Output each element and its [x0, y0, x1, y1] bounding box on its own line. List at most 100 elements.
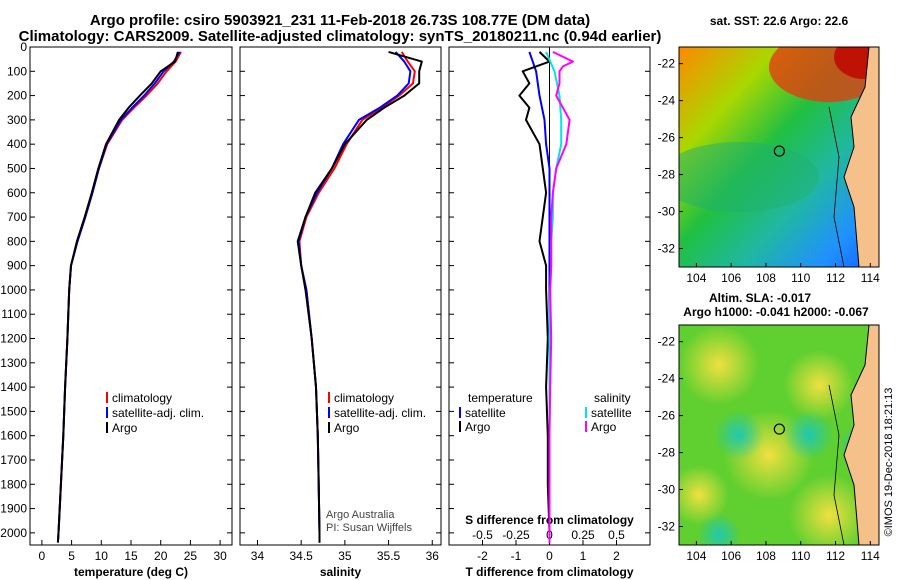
x-axis-label: temperature (deg C) [74, 565, 188, 579]
profile-panel-2: 34 34.5 35 35.5 36 salinity climatologysatelli… [239, 46, 442, 579]
y-tick-label: 0 [20, 40, 27, 54]
map-y-tick-label: -30 [658, 205, 676, 219]
series-line-3 [56, 51, 179, 543]
map-y-tick-label: -26 [658, 409, 676, 423]
y-tick-label: 1800 [0, 477, 27, 491]
y-tick-label: 700 [7, 210, 27, 224]
x-tick-label: 20 [154, 549, 168, 563]
y-tick-label: 100 [7, 64, 27, 78]
x2-tick-label: -0.25 [502, 528, 530, 542]
mid-patch [679, 142, 819, 212]
x-tick-label: 35.5 [377, 549, 401, 563]
sla-high-blob [789, 475, 869, 545]
series-line-1 [298, 51, 416, 543]
x-axis-label: T difference from climatology [465, 565, 633, 579]
legend-entry-label: Argo [112, 421, 138, 435]
x2-tick-label: -0.5 [472, 528, 493, 542]
map-subtitle: Argo h1000: -0.041 h2000: -0.067 [683, 305, 869, 319]
y-tick-label: 900 [7, 259, 27, 273]
series-line-2 [518, 51, 551, 543]
map-y-tick-label: -22 [658, 57, 676, 71]
x-tick-label: 34 [251, 549, 265, 563]
map-y-tick-label: -30 [658, 483, 676, 497]
sla-low-blob [714, 410, 764, 460]
panel-frame [239, 46, 442, 546]
argo-position-marker [773, 145, 785, 157]
legend-entry-label: Argo [334, 421, 360, 435]
map-x-tick-label: 112 [826, 271, 845, 285]
x2-tick-label: 0.5 [608, 528, 625, 542]
map-title: Altim. SLA: -0.017 [709, 291, 811, 305]
legend-entry-label: climatology [112, 391, 172, 405]
y-tick-label: 1100 [1, 307, 27, 321]
legend-entry-label: satellite-adj. clim. [334, 406, 426, 420]
x-tick-label: 5 [68, 549, 75, 563]
map-field [679, 47, 879, 267]
map-x-tick-label: 112 [826, 549, 845, 563]
legend-entry-label: satellite [591, 406, 632, 420]
map-x-tick-label: 110 [791, 549, 810, 563]
x-tick-label: 10 [95, 549, 109, 563]
sla-high-blob [679, 325, 759, 405]
x-tick-label: -1 [511, 549, 522, 563]
y-tick-label: 1300 [0, 356, 27, 370]
y-tick-label: 600 [7, 186, 27, 200]
x-tick-label: 30 [213, 549, 227, 563]
sla-low-blob [784, 410, 834, 460]
credit-text: ©IMOS 19-Dec-2018 18:21:13 [883, 388, 895, 537]
map-frame [678, 324, 880, 546]
map-x-tick-label: 104 [686, 271, 706, 285]
y-tick-label: 300 [7, 113, 27, 127]
legend-heading: temperature [468, 391, 533, 405]
map-y-tick-label: -24 [658, 372, 676, 386]
x-tick-label: 15 [124, 549, 138, 563]
map-x-tick-label: 104 [686, 549, 706, 563]
map-x-tick-label: 110 [791, 271, 810, 285]
map-frame [678, 46, 880, 268]
y-tick-label: 1900 [0, 502, 27, 516]
argo-position-marker [773, 423, 785, 435]
map-x-tick-label: 114 [861, 271, 880, 285]
map-field [679, 325, 879, 545]
x-tick-label: -2 [477, 549, 488, 563]
y-tick-label: 1000 [0, 283, 27, 297]
map-y-tick-label: -32 [658, 242, 676, 256]
y-tick-label: 1400 [0, 380, 27, 394]
legend-entry-label: climatology [334, 391, 394, 405]
series-line-2 [297, 51, 412, 543]
x-tick-label: 2 [613, 549, 620, 563]
x-tick-label: 0 [546, 549, 553, 563]
y-tick-label: 1200 [0, 332, 27, 346]
map-x-tick-label: 106 [721, 549, 741, 563]
y-tick-label: 1600 [0, 429, 27, 443]
map-y-tick-label: -28 [658, 168, 676, 182]
warm-patch [834, 47, 879, 79]
map-x-tick-label: 106 [721, 271, 741, 285]
chart-title-line1: Argo profile: csiro 5903921_231 11-Feb-2… [89, 12, 591, 29]
sla-high-blob [679, 465, 729, 525]
x-axis-label: salinity [320, 565, 362, 579]
series-line-3 [296, 50, 423, 543]
x-tick-label: 0 [39, 549, 46, 563]
y-tick-label: 800 [7, 234, 27, 248]
legend-heading: salinity [594, 391, 631, 405]
y-tick-label: 500 [7, 161, 27, 175]
map-y-tick-label: -28 [658, 446, 676, 460]
y-tick-label: 1700 [0, 453, 27, 467]
shelf-contour [828, 106, 845, 267]
map-panel-1: 104 106 108 110 112 114 -22 -24 -26 -28 -30 -32 sat.… [658, 14, 881, 285]
legend-entry-label: satellite-adj. clim. [112, 406, 204, 420]
map-x-tick-label: 114 [861, 549, 880, 563]
sla-high-blob [784, 350, 854, 420]
legend-entry-label: satellite [465, 406, 506, 420]
x-tick-label: 34.5 [289, 549, 313, 563]
y-tick-label: 1500 [0, 404, 27, 418]
map-y-tick-label: -26 [658, 131, 676, 145]
map-panel-2: 104 106 108 110 112 114 -22 -24 -26 -28 -30 -32 Alti… [658, 291, 881, 563]
shelf-contour [828, 384, 845, 545]
y-tick-label: 400 [7, 137, 27, 151]
annotation-line: PI: Susan Wijffels [326, 522, 412, 534]
sla-low-blob [697, 513, 741, 545]
map-y-tick-label: -22 [658, 335, 676, 349]
